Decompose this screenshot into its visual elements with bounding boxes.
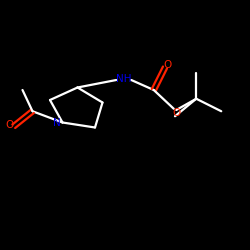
Text: O: O	[163, 60, 172, 70]
Text: O: O	[172, 108, 180, 118]
Text: O: O	[5, 120, 14, 130]
Text: N: N	[53, 118, 61, 128]
Text: NH: NH	[116, 74, 132, 84]
